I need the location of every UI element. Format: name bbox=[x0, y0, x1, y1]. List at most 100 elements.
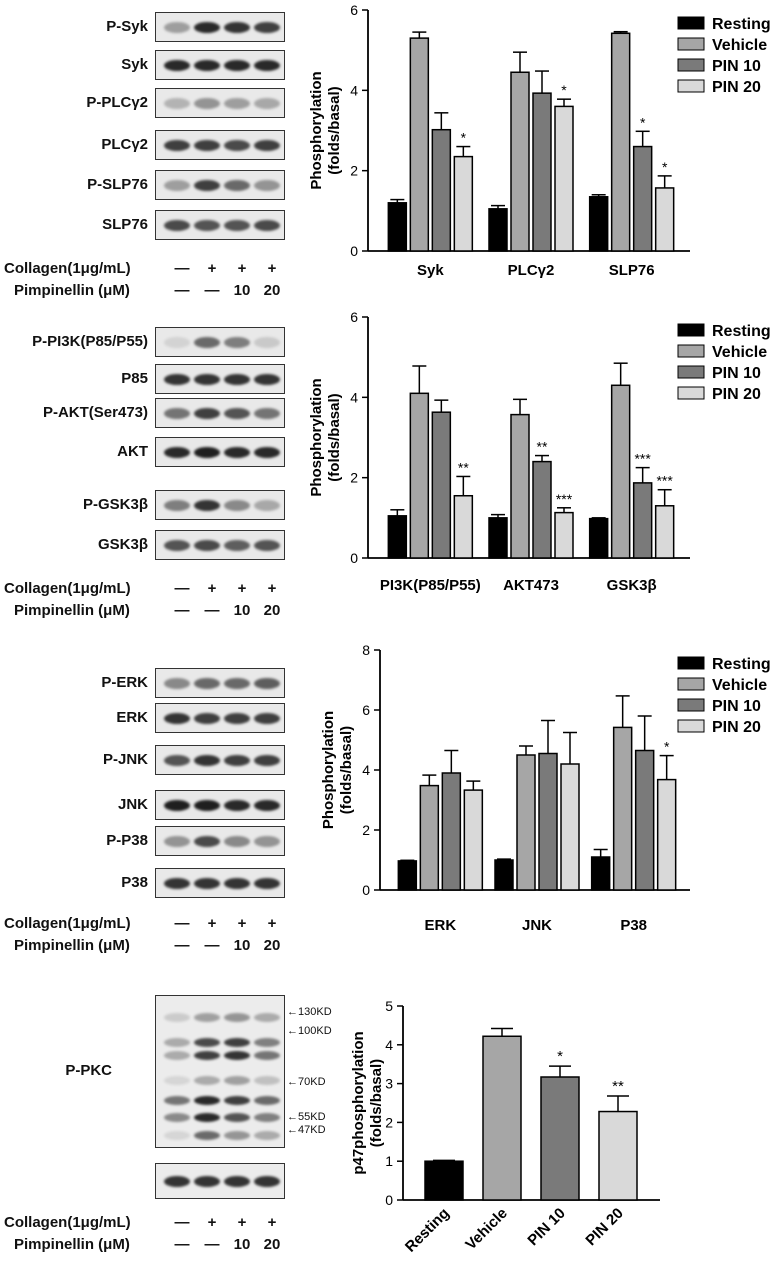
pimpinellin-value: — bbox=[204, 282, 220, 299]
blot-band bbox=[224, 1013, 250, 1022]
blot-strip bbox=[155, 868, 285, 898]
blot-strip bbox=[155, 50, 285, 80]
blot-band bbox=[254, 713, 280, 724]
pimpinellin-value: 10 bbox=[233, 282, 251, 299]
blot-band bbox=[224, 22, 250, 33]
pimpinellin-value: 10 bbox=[233, 1236, 251, 1253]
panel-pi3k: P-PI3K(P85/P55) P85 P-AKT(Ser473) AKT P-GSK3… bbox=[0, 0, 775, 630]
pimpinellin-value: — bbox=[204, 937, 220, 954]
blot-label: P-PKC bbox=[65, 1062, 112, 1079]
blot-band bbox=[224, 1131, 250, 1140]
blot-band bbox=[254, 408, 280, 419]
pimpinellin-value: — bbox=[204, 1236, 220, 1253]
significance-label: * bbox=[461, 130, 467, 146]
legend-swatch bbox=[677, 37, 705, 51]
legend-label: Resting bbox=[712, 16, 771, 33]
blot-label: Syk bbox=[121, 56, 148, 73]
legend-label: Vehicle bbox=[712, 677, 767, 694]
blot-band bbox=[164, 540, 190, 551]
y-tick-label: 2 bbox=[362, 822, 370, 838]
legend-swatch bbox=[677, 365, 705, 379]
significance-label: * bbox=[561, 82, 567, 98]
blot-label: ERK bbox=[116, 709, 148, 726]
blot-band bbox=[164, 98, 190, 109]
category-label: GSK3β bbox=[607, 577, 657, 594]
significance-label: *** bbox=[634, 451, 651, 467]
legend-swatch bbox=[677, 344, 705, 358]
blot-band bbox=[164, 408, 190, 419]
blot-band bbox=[164, 500, 190, 511]
blot-band bbox=[224, 1176, 250, 1187]
blot-strip bbox=[155, 745, 285, 775]
y-tick-label: 4 bbox=[350, 82, 358, 98]
blot-band bbox=[254, 1076, 280, 1085]
kd-marker: ←47KD bbox=[287, 1124, 326, 1136]
significance-label: * bbox=[664, 739, 670, 755]
legend-label: PIN 10 bbox=[712, 698, 761, 715]
blot-strip bbox=[155, 170, 285, 200]
blot-band bbox=[254, 447, 280, 458]
blot-band bbox=[194, 1038, 220, 1047]
bar bbox=[424, 1160, 464, 1201]
blot-band bbox=[164, 755, 190, 766]
legend-swatch bbox=[677, 698, 705, 712]
bar bbox=[538, 752, 558, 891]
blot-band bbox=[224, 447, 250, 458]
bar bbox=[588, 517, 609, 559]
blot-band bbox=[194, 1096, 220, 1105]
blot-band bbox=[164, 374, 190, 385]
bar bbox=[634, 749, 655, 891]
pimpinellin-value: — bbox=[174, 282, 190, 299]
blot-band bbox=[224, 713, 250, 724]
blot-band bbox=[224, 500, 250, 511]
blot-band bbox=[164, 337, 190, 348]
blot-strip bbox=[155, 398, 285, 428]
blot-label: JNK bbox=[117, 796, 148, 813]
y-tick-label: 3 bbox=[385, 1076, 393, 1092]
bar bbox=[532, 92, 552, 252]
blot-label: AKT bbox=[117, 443, 148, 460]
y-tick-label: 6 bbox=[362, 702, 370, 718]
blot-strip-loading bbox=[155, 1163, 285, 1199]
blot-band bbox=[194, 1076, 220, 1085]
legend-label: PIN 10 bbox=[712, 58, 761, 75]
significance-label: *** bbox=[556, 491, 573, 507]
legend-swatch bbox=[677, 79, 705, 93]
blot-band bbox=[254, 337, 280, 348]
blot-band bbox=[224, 755, 250, 766]
blot-band bbox=[224, 836, 250, 847]
blot-band bbox=[194, 800, 220, 811]
collagen-value: + bbox=[267, 1214, 277, 1231]
y-axis-label-line: (folds/basal) bbox=[326, 393, 343, 481]
y-tick-label: 4 bbox=[362, 762, 370, 778]
category-label: PI3K(P85/P55) bbox=[380, 577, 481, 594]
blot-strip bbox=[155, 327, 285, 357]
blot-band bbox=[194, 1013, 220, 1022]
bar bbox=[590, 856, 611, 891]
category-label: PLCγ2 bbox=[508, 262, 555, 279]
kd-marker: ←55KD bbox=[287, 1111, 326, 1123]
blot-label: PLCγ2 bbox=[101, 136, 148, 153]
significance-label: ** bbox=[458, 459, 469, 475]
y-axis-label-line: Phosphorylation bbox=[308, 71, 325, 189]
blot-band bbox=[194, 98, 220, 109]
legend-label: Vehicle bbox=[712, 344, 767, 361]
blot-band bbox=[254, 140, 280, 151]
blot-strip bbox=[155, 12, 285, 42]
blot-band bbox=[224, 408, 250, 419]
blot-strip bbox=[155, 703, 285, 733]
bar-chart-syk: 0 2 4 6 Phosphorylation(folds/basal) * Syk * PLC… bbox=[308, 2, 771, 279]
blot-label: P-ERK bbox=[101, 674, 148, 691]
legend-swatch bbox=[677, 323, 705, 337]
kd-marker: ←100KD bbox=[287, 1025, 332, 1037]
bar bbox=[554, 105, 574, 252]
blot-band bbox=[224, 1113, 250, 1122]
blot-band bbox=[194, 836, 220, 847]
blot-band bbox=[254, 22, 280, 33]
bar bbox=[441, 772, 462, 891]
bar-chart-pi3k: 0 2 4 6 Phosphorylation(folds/basal) ** PI3K(P… bbox=[308, 309, 771, 594]
y-axis-label-line: Phosphorylation bbox=[320, 711, 337, 829]
bar bbox=[610, 32, 631, 252]
